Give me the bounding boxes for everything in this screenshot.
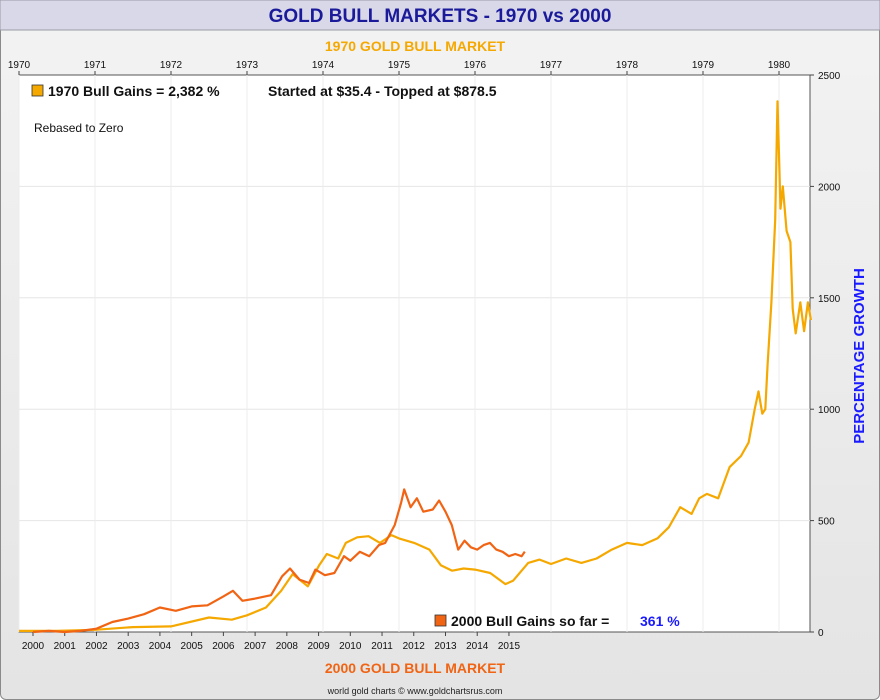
series-line-1970 bbox=[19, 100, 812, 633]
top-tick-label: 1976 bbox=[464, 60, 487, 71]
bottom-axis: 2000 2001 2002 2003 2004 2005 2006 2007 2008 2009… bbox=[22, 632, 521, 652]
top-tick-label: 1975 bbox=[388, 60, 411, 71]
bottom-tick-label: 2001 bbox=[54, 641, 77, 652]
top-tick-label: 1970 bbox=[8, 60, 31, 71]
bottom-tick-label: 2011 bbox=[371, 641, 393, 652]
legend-swatch-1970 bbox=[31, 84, 44, 97]
top-tick-label: 1973 bbox=[236, 60, 259, 71]
plot-area bbox=[18, 74, 811, 633]
top-tick-label: 1972 bbox=[160, 60, 183, 71]
title-bar bbox=[0, 0, 880, 31]
bottom-tick-label: 2006 bbox=[212, 641, 235, 652]
bottom-tick-label: 2005 bbox=[181, 641, 204, 652]
y-tick-label: 1000 bbox=[818, 405, 841, 416]
bottom-tick-label: 2014 bbox=[466, 641, 489, 652]
top-tick-label: 1974 bbox=[312, 60, 335, 71]
series-layer bbox=[19, 100, 812, 634]
y-tick-label: 2000 bbox=[818, 182, 841, 193]
bottom-tick-label: 2002 bbox=[85, 641, 108, 652]
y-tick-label: 0 bbox=[818, 628, 824, 639]
bottom-tick-label: 2013 bbox=[434, 641, 457, 652]
started-topped-annotation: Started at $35.4 - Topped at $878.5 bbox=[268, 83, 497, 99]
bottom-tick-label: 2004 bbox=[149, 641, 172, 652]
legend-swatch-2000 bbox=[434, 614, 447, 627]
legend-2000-value: 361 % bbox=[640, 613, 680, 629]
top-tick-label: 1971 bbox=[84, 60, 107, 71]
bottom-tick-label: 2007 bbox=[244, 641, 267, 652]
top-tick-label: 1979 bbox=[692, 60, 715, 71]
top-axis: 1970 1971 1972 1973 1974 1975 1976 1977 1978 1979… bbox=[8, 60, 791, 75]
bottom-tick-label: 2009 bbox=[307, 641, 330, 652]
bottom-tick-label: 2003 bbox=[117, 641, 140, 652]
legend-1970-label: 1970 Bull Gains = 2,382 % bbox=[48, 83, 220, 99]
chart-title: GOLD BULL MARKETS - 1970 vs 2000 bbox=[269, 6, 612, 27]
y-tick-label: 500 bbox=[818, 517, 835, 528]
bottom-tick-label: 2012 bbox=[403, 641, 426, 652]
right-axis: 0 500 1000 1500 2000 2500 bbox=[810, 71, 841, 639]
top-tick-label: 1977 bbox=[540, 60, 563, 71]
bottom-tick-label: 2000 bbox=[22, 641, 45, 652]
bottom-axis-label: 2000 GOLD BULL MARKET bbox=[325, 660, 506, 676]
top-tick-label: 1978 bbox=[616, 60, 639, 71]
bottom-tick-label: 2008 bbox=[276, 641, 299, 652]
rebased-annotation: Rebased to Zero bbox=[34, 121, 124, 135]
y-axis-label: PERCENTAGE GROWTH bbox=[851, 268, 868, 444]
top-tick-label: 1980 bbox=[768, 60, 791, 71]
y-tick-label: 1500 bbox=[818, 294, 841, 305]
top-axis-label: 1970 GOLD BULL MARKET bbox=[325, 38, 506, 54]
series-line-2000 bbox=[32, 488, 526, 634]
bottom-tick-label: 2010 bbox=[339, 641, 362, 652]
y-tick-label: 2500 bbox=[818, 71, 841, 82]
bottom-tick-label: 2015 bbox=[498, 641, 521, 652]
footer-credit: world gold charts © www.goldchartsrus.co… bbox=[327, 686, 503, 696]
legend-2000-label: 2000 Bull Gains so far = bbox=[451, 613, 609, 629]
